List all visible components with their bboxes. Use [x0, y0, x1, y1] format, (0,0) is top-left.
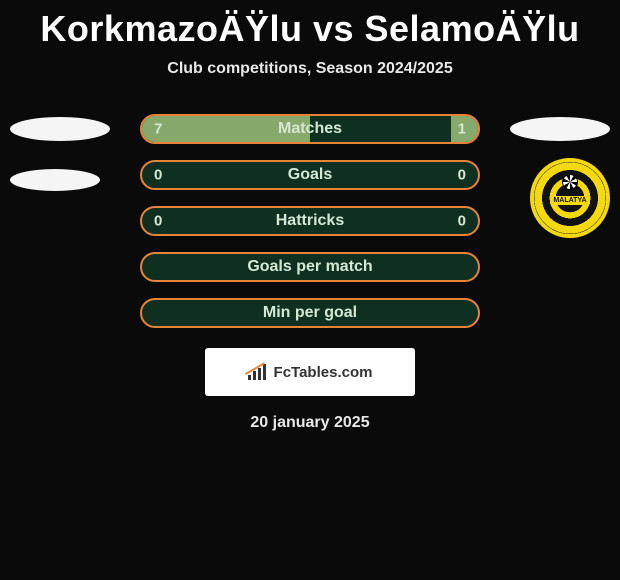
stat-row: 0 Hattricks 0 [0, 198, 620, 244]
stat-bar-goals: 0 Goals 0 [140, 160, 480, 190]
stat-value-left: 7 [154, 121, 162, 138]
stat-bar-mpg: Min per goal [140, 298, 480, 328]
stat-value-left: 0 [154, 167, 162, 184]
stat-bar-matches: 7 Matches 1 [140, 114, 480, 144]
bar-chart-icon [248, 364, 268, 380]
subtitle: Club competitions, Season 2024/2025 [0, 60, 620, 78]
stat-label: Goals per match [247, 258, 372, 276]
stat-value-left: 0 [154, 213, 162, 230]
football-icon [562, 174, 578, 190]
stat-label: Min per goal [263, 304, 357, 322]
ellipse-icon [510, 117, 610, 141]
stat-row: 0 Goals 0 MALATYA [0, 152, 620, 198]
page-title: KorkmazoÄŸlu vs SelamoÄŸlu [0, 8, 620, 50]
stat-value-right: 0 [458, 213, 466, 230]
stat-bar-hattricks: 0 Hattricks 0 [140, 206, 480, 236]
brand-text: FcTables.com [274, 364, 373, 381]
ellipse-icon [10, 117, 110, 141]
stat-row: Goals per match [0, 244, 620, 290]
stat-value-right: 1 [458, 121, 466, 138]
stat-row: Min per goal [0, 290, 620, 336]
date-label: 20 january 2025 [0, 414, 620, 432]
brand-box[interactable]: FcTables.com [205, 348, 415, 396]
player-left-placeholder [10, 117, 110, 141]
ellipse-icon [10, 169, 100, 191]
stat-label: Goals [288, 166, 332, 184]
comparison-card: KorkmazoÄŸlu vs SelamoÄŸlu Club competit… [0, 0, 620, 580]
stat-bar-gpm: Goals per match [140, 252, 480, 282]
stat-label: Hattricks [276, 212, 344, 230]
stat-label: Matches [278, 120, 342, 138]
stat-row: 7 Matches 1 [0, 106, 620, 152]
player-left-placeholder [10, 169, 100, 191]
player-right-placeholder [510, 117, 610, 141]
stat-value-right: 0 [458, 167, 466, 184]
